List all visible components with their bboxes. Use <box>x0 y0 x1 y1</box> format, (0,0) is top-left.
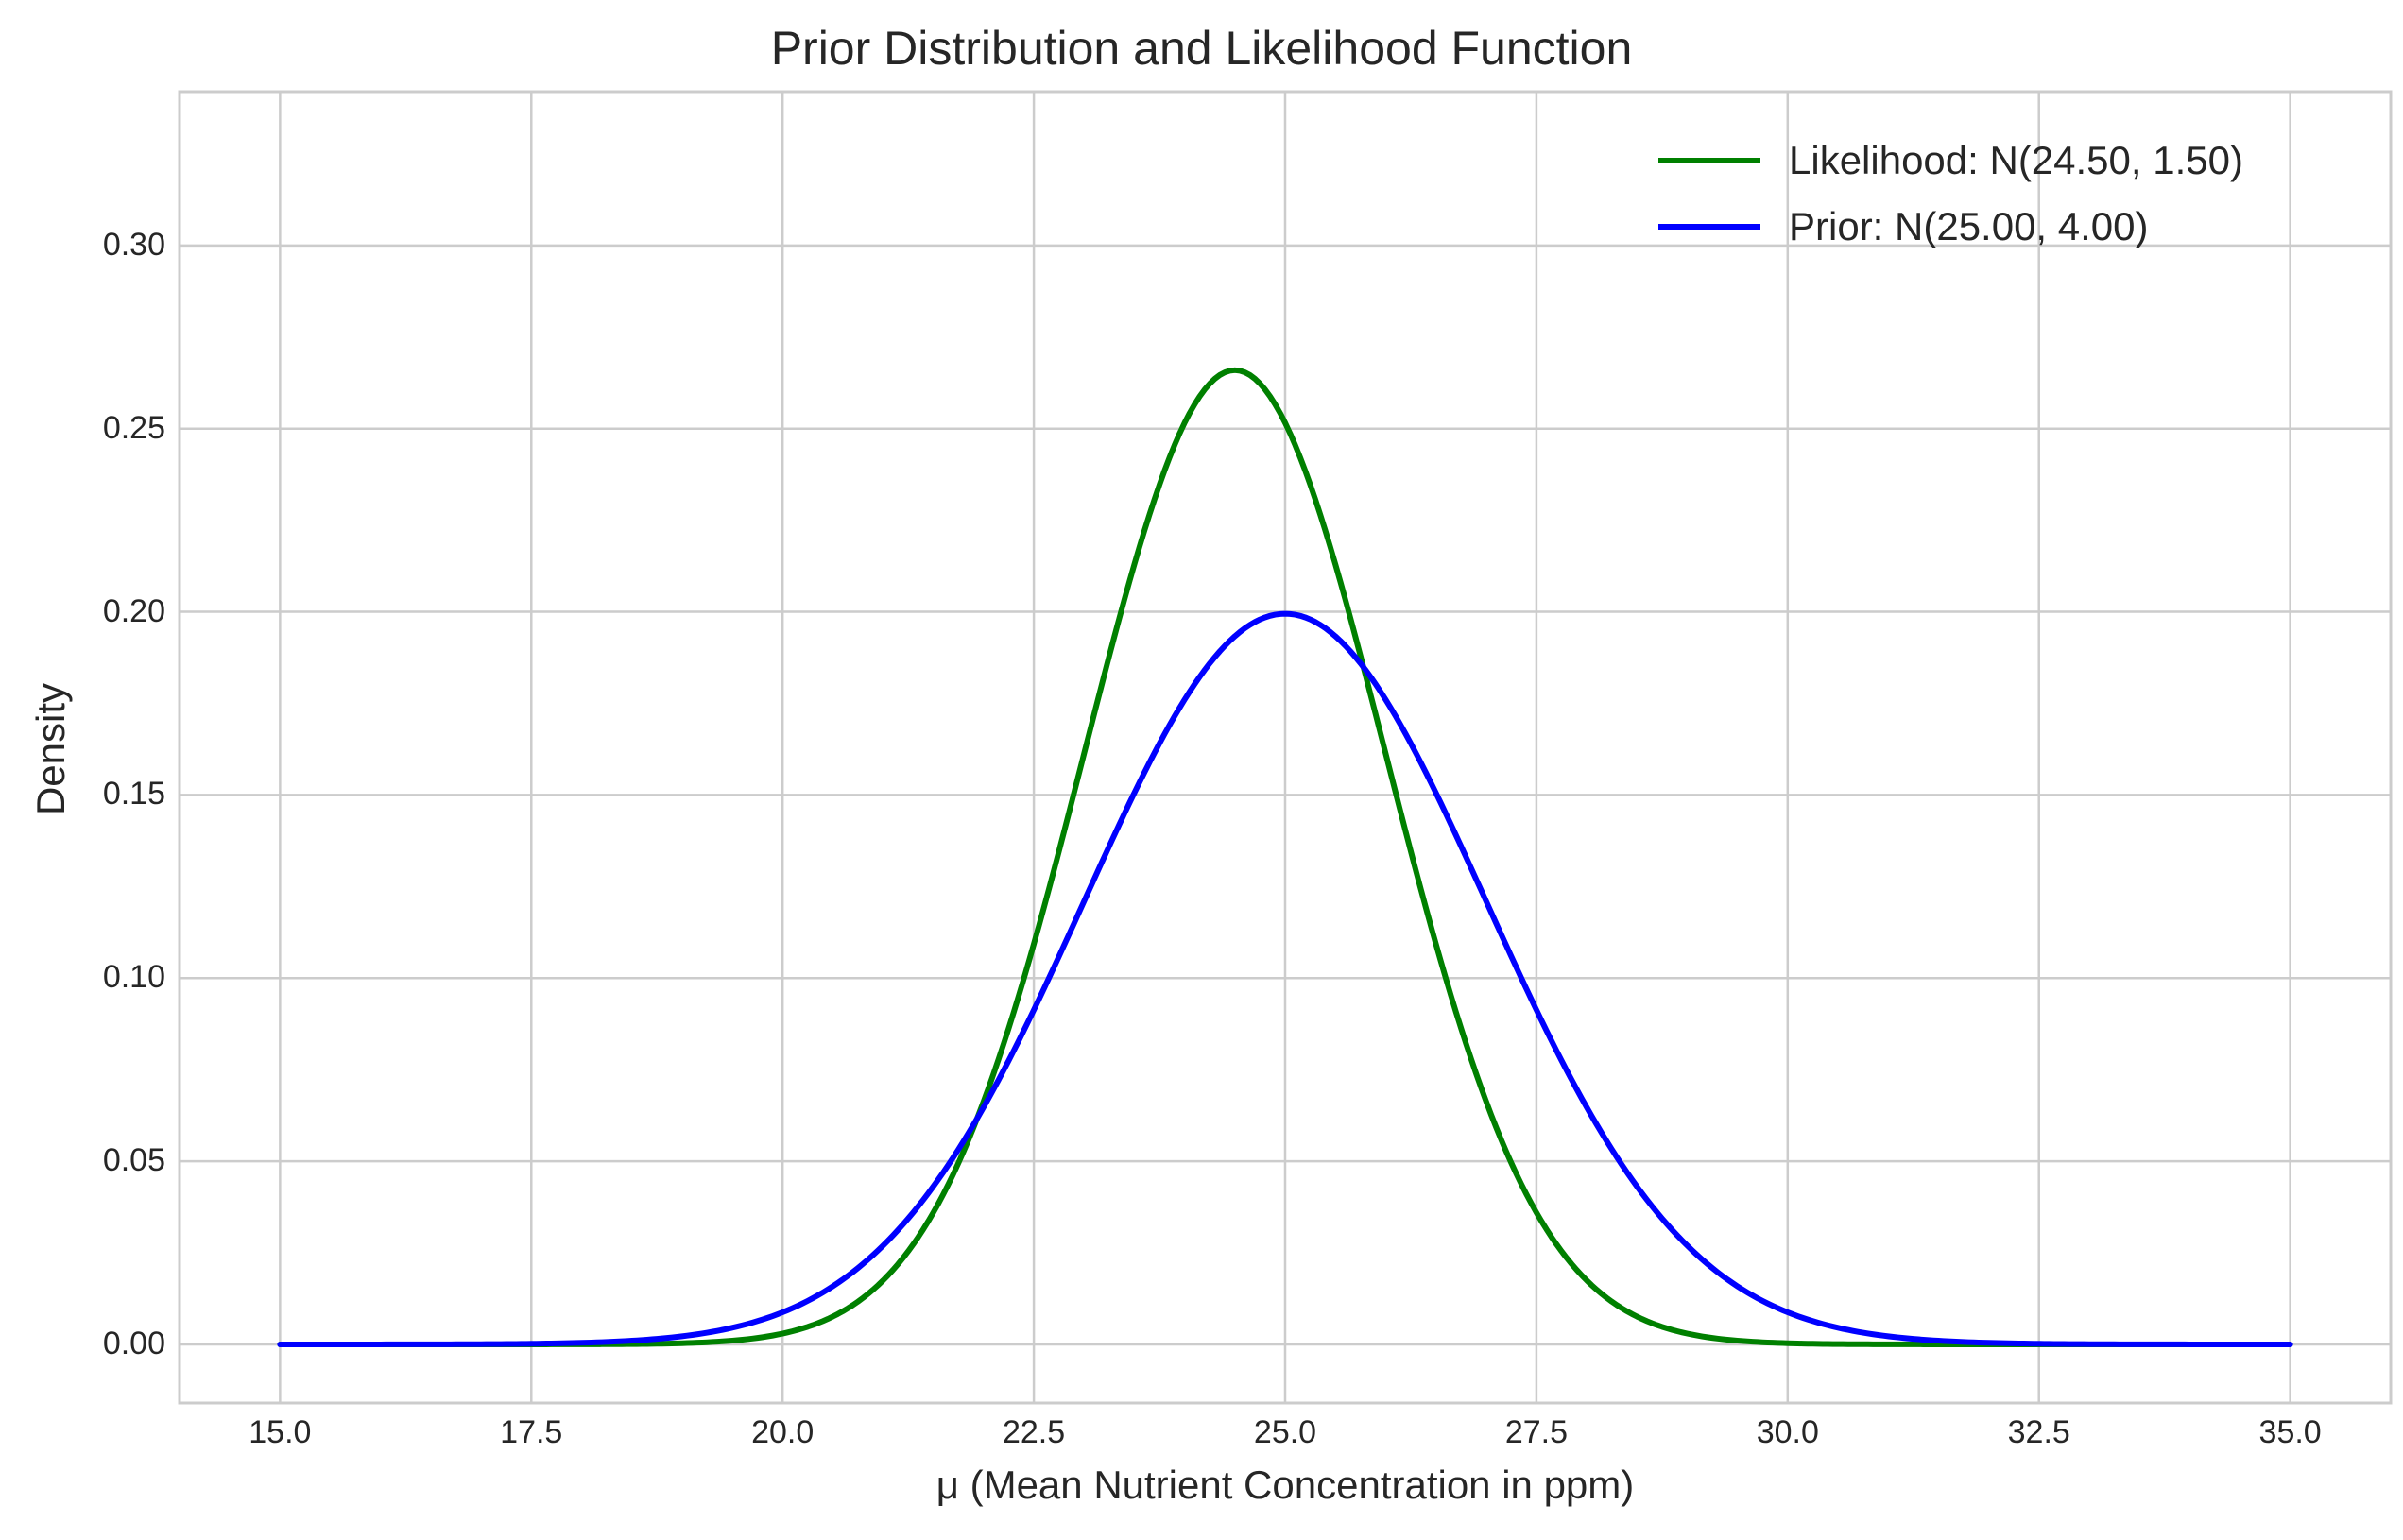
y-tick-label: 0.25 <box>102 409 165 446</box>
y-tick-label: 0.10 <box>102 959 165 996</box>
grid-lines <box>180 92 2391 1403</box>
y-tick-label: 0.30 <box>102 226 165 263</box>
prior-curve <box>277 610 2293 1347</box>
x-tick-label: 20.0 <box>751 1414 815 1450</box>
legend-label-prior: Prior: N(25.00, 4.00) <box>1789 204 2149 248</box>
chart-title: Prior Distribution and Likelihood Functi… <box>770 22 1633 75</box>
legend: Likelihood: N(24.50, 1.50) Prior: N(25.0… <box>1658 128 2243 260</box>
x-tick-label: 22.5 <box>1002 1414 1066 1450</box>
y-tick-label: 0.15 <box>102 776 165 813</box>
y-tick-label: 0.20 <box>102 592 165 629</box>
legend-label-likelihood: Likelihood: N(24.50, 1.50) <box>1789 138 2243 182</box>
legend-swatch-prior <box>1658 224 1760 230</box>
y-axis-label: Density <box>28 682 73 816</box>
legend-item-likelihood: Likelihood: N(24.50, 1.50) <box>1658 128 2243 194</box>
series-layer <box>277 367 2293 1347</box>
x-tick-label: 17.5 <box>500 1414 563 1450</box>
plot-frame <box>178 90 2393 1405</box>
x-tick-label: 27.5 <box>1504 1414 1568 1450</box>
x-tick-label: 32.5 <box>2007 1414 2070 1450</box>
x-tick-label: 15.0 <box>249 1414 312 1450</box>
legend-item-prior: Prior: N(25.00, 4.00) <box>1658 194 2243 260</box>
x-tick-label: 25.0 <box>1253 1414 1317 1450</box>
x-tick-label: 30.0 <box>1756 1414 1819 1450</box>
x-tick-label: 35.0 <box>2258 1414 2322 1450</box>
legend-swatch-likelihood <box>1658 158 1760 163</box>
y-tick-label: 0.00 <box>102 1325 165 1361</box>
x-axis-label: μ (Mean Nutrient Concentration in ppm) <box>935 1463 1635 1507</box>
y-tick-label: 0.05 <box>102 1142 165 1179</box>
